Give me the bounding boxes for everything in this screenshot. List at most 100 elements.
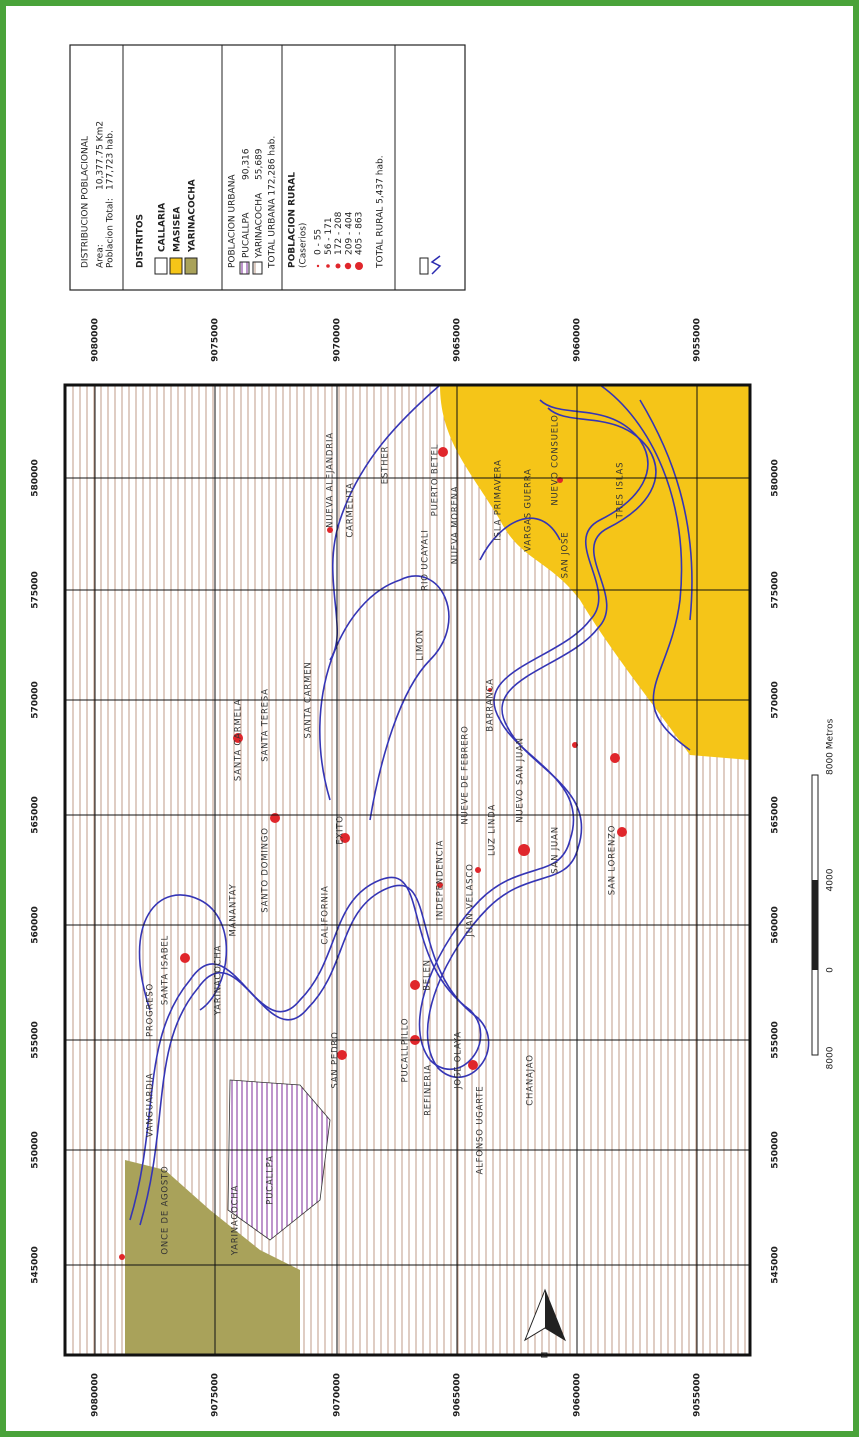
northing-label: 9060000 [573,318,583,362]
place-label: NUEVA MORENA [451,486,461,565]
northing-label: 9055000 [693,1373,703,1417]
rural-dot [345,263,351,269]
place-label: PUCALLPILLO [401,1018,411,1083]
northing-label: 9075000 [211,1373,221,1417]
place-label: PROGRESO [146,983,156,1037]
legend-heading: POBLACION URBANA [228,174,238,268]
legend-text: 10,377.75 Km2 [96,121,106,190]
easting-label: 580000 [31,459,41,497]
place-label: NUEVA ALEJANDRIA [326,432,336,528]
easting-label: 570000 [31,681,41,719]
place-label: TRES ISLAS [616,462,626,520]
district-swatch [185,258,197,274]
northing-label: 9055000 [693,318,703,362]
urban-swatch [253,262,262,274]
place-label: SANTA TERESA [261,688,271,762]
rural-dot [326,264,330,268]
northing-label: 9060000 [573,1373,583,1417]
place-label: SAN JOSE [561,532,571,579]
easting-label: 545000 [31,1246,41,1284]
easting-label: 575000 [31,571,41,609]
scale-label: 0 [826,967,836,973]
place-label: SANTA CARMELA [234,699,244,781]
northing-label: 9075000 [211,318,221,362]
easting-label: 565000 [31,796,41,834]
place-label: MANANTAY [229,884,239,937]
legend-entry: PUCALLPA [242,212,252,258]
legend-value: 90,316 [242,148,252,180]
place-label: SANTA ISABEL [161,935,171,1005]
place-label: ESTHER [381,446,391,484]
place-label: EXITO [336,815,346,845]
place-label: CALIFORNIA [321,885,331,944]
place-label: SANTO DOMINGO [261,827,271,912]
place-label: RIO UCAYALI [421,529,431,591]
place-label: SAN JUAN [551,826,561,874]
legend-heading: POBLACION RURAL [288,172,298,268]
place-label: VANGUARDIA [146,1073,156,1138]
place-label: YARINACOCHA [214,945,224,1016]
northing-label: 9065000 [453,318,463,362]
rural-dot [355,262,363,270]
legend-text: 177,723 hab. [106,130,116,190]
legend-entry: 405 - 863 [355,212,365,255]
legend-entry: CALLARIA [158,203,168,252]
easting-label: 550000 [31,1131,41,1169]
easting-label: 560000 [771,906,781,944]
scale-label: 4000 [826,868,836,891]
village [410,980,420,990]
easting-label: 545000 [771,1246,781,1284]
easting-label: 550000 [771,1131,781,1169]
easting-label: 555000 [31,1021,41,1059]
easting-label: 560000 [31,906,41,944]
place-label: LIMON [416,629,426,661]
legend-text: TOTAL RURAL 5,437 hab. [376,155,386,269]
place-label: CHANAJAO [526,1054,536,1105]
north-label: N [541,1352,551,1359]
legend-entry: 172 - 208 [334,211,344,255]
village [475,867,481,873]
place-label: PUCALLPA [266,1155,276,1204]
legend-value: 55,689 [255,148,265,180]
place-label: ONCE DE AGOSTO [161,1165,171,1254]
place-label: REFINERIA [424,1064,434,1116]
scale-label: 8000 Metros [826,718,836,775]
legend-text: Poblacion Total: [106,198,116,268]
village [610,753,620,763]
easting-label: 555000 [771,1021,781,1059]
easting-label: 575000 [771,571,781,609]
legend-heading: DISTRITOS [136,214,146,268]
district-swatch [155,258,167,274]
legend-title: DISTRIBUCION POBLACIONAL [81,136,91,268]
legend-entry: 0 - 55 [314,229,324,255]
northing-label: 9070000 [333,1373,343,1417]
map-page: DISTRIBUCION POBLACIONALArea:10,377.75 K… [0,0,859,1437]
easting-label: 570000 [771,681,781,719]
district-swatch [170,258,182,274]
easting-label: 565000 [771,796,781,834]
place-label: YARINACOCHA [231,1185,241,1256]
place-label: ALFONSO UGARTE [476,1086,486,1175]
place-label: CARMELITA [346,482,356,537]
legend-entry: YARINACOCHA [255,192,265,259]
place-label: VARGAS GUERRA [524,468,534,551]
rural-dot [317,265,319,267]
place-label: NUEVE DE FEBRERO [461,725,471,824]
northing-label: 9065000 [453,1373,463,1417]
northing-label: 9080000 [91,1373,101,1417]
northing-label: 9070000 [333,318,343,362]
easting-label: 580000 [771,459,781,497]
place-label: BELEN [423,959,433,991]
place-label: BARRANCA [486,678,496,731]
village [119,1254,125,1260]
place-label: SAN LORENZO [608,825,618,896]
village [617,827,627,837]
legend-entry: MASISEA [173,207,183,252]
urban-swatch [240,262,249,274]
place-label: SAN PEDRO [331,1031,341,1088]
scale-bar [812,880,818,970]
rural-dot [336,264,341,269]
village [468,1060,478,1070]
place-label: ISLA PRIMAVERA [494,459,504,540]
place-label: NUEVO SAN JUAN [516,737,526,823]
